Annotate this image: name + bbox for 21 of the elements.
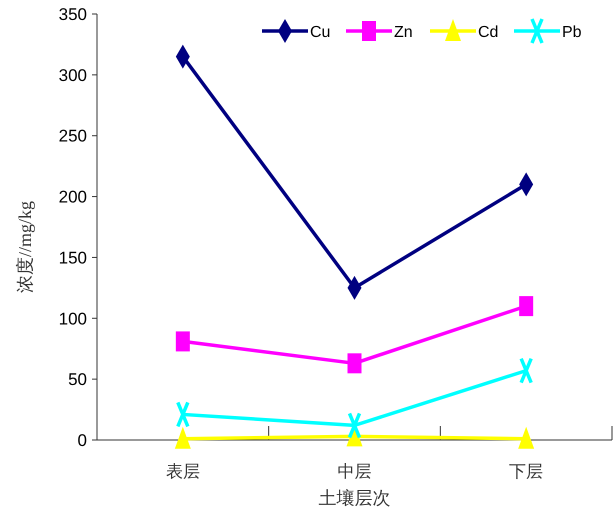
y-tick-label: 100	[58, 309, 87, 328]
point	[518, 426, 534, 449]
y-tick-label: 200	[58, 188, 87, 207]
legend-label: Cd	[478, 24, 498, 41]
x-axis-title: 土壤层次	[318, 488, 390, 508]
y-axis-title: 浓度//mg/kg	[15, 200, 35, 294]
x-tick-label: 中层	[338, 462, 372, 481]
x-tick-label: 下层	[509, 462, 544, 481]
y-tick-label: 250	[58, 126, 87, 146]
y-tick-label: 300	[58, 66, 87, 85]
y-tick-label: 350	[58, 5, 87, 24]
point	[176, 331, 190, 352]
legend-label: Zn	[394, 24, 413, 41]
point	[174, 426, 191, 449]
y-tick-label: 150	[58, 248, 87, 268]
y-tick-label: 0	[78, 431, 87, 450]
legend-label: Pb	[562, 24, 582, 41]
legend-label: Cu	[310, 24, 330, 41]
x-tick-label: 表层	[166, 462, 200, 481]
y-tick-label: 50	[68, 370, 87, 390]
point	[519, 296, 534, 316]
